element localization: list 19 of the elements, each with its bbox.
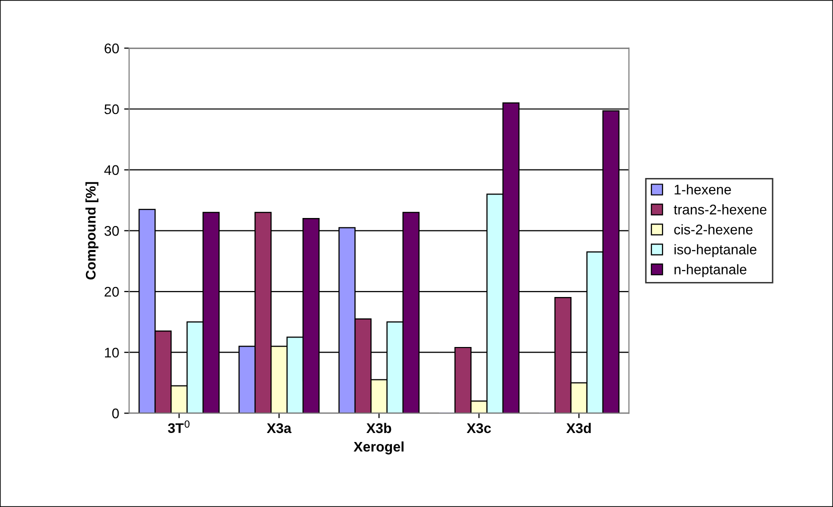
x-tick-label: X3a — [266, 423, 292, 434]
legend-label: trans-2-hexene — [674, 204, 766, 214]
y-tick-label: 60 — [104, 44, 119, 54]
y-tick-label: 20 — [104, 286, 119, 297]
y-axis-title: Compound [%] — [85, 182, 98, 280]
y-tick-label: 30 — [104, 226, 119, 236]
y-tick-label: 50 — [104, 104, 119, 114]
x-axis-title: Xerogel — [354, 441, 404, 454]
legend-label: cis-2-hexene — [674, 224, 753, 234]
x-tick-label: X3b — [366, 422, 392, 434]
y-tick-label: 40 — [104, 165, 119, 176]
legend-label: iso-heptanale — [674, 244, 756, 258]
y-tick-label: 10 — [105, 348, 119, 358]
x-tick-label: X3c — [466, 423, 491, 434]
legend-label: n-heptanale — [674, 264, 746, 278]
x-tick-label: 3T$^{0}$ — [168, 420, 190, 434]
y-tick-label: 0 — [112, 408, 119, 418]
x-tick-label: X3d — [566, 422, 591, 434]
legend-label: 1-hexene — [674, 184, 731, 195]
